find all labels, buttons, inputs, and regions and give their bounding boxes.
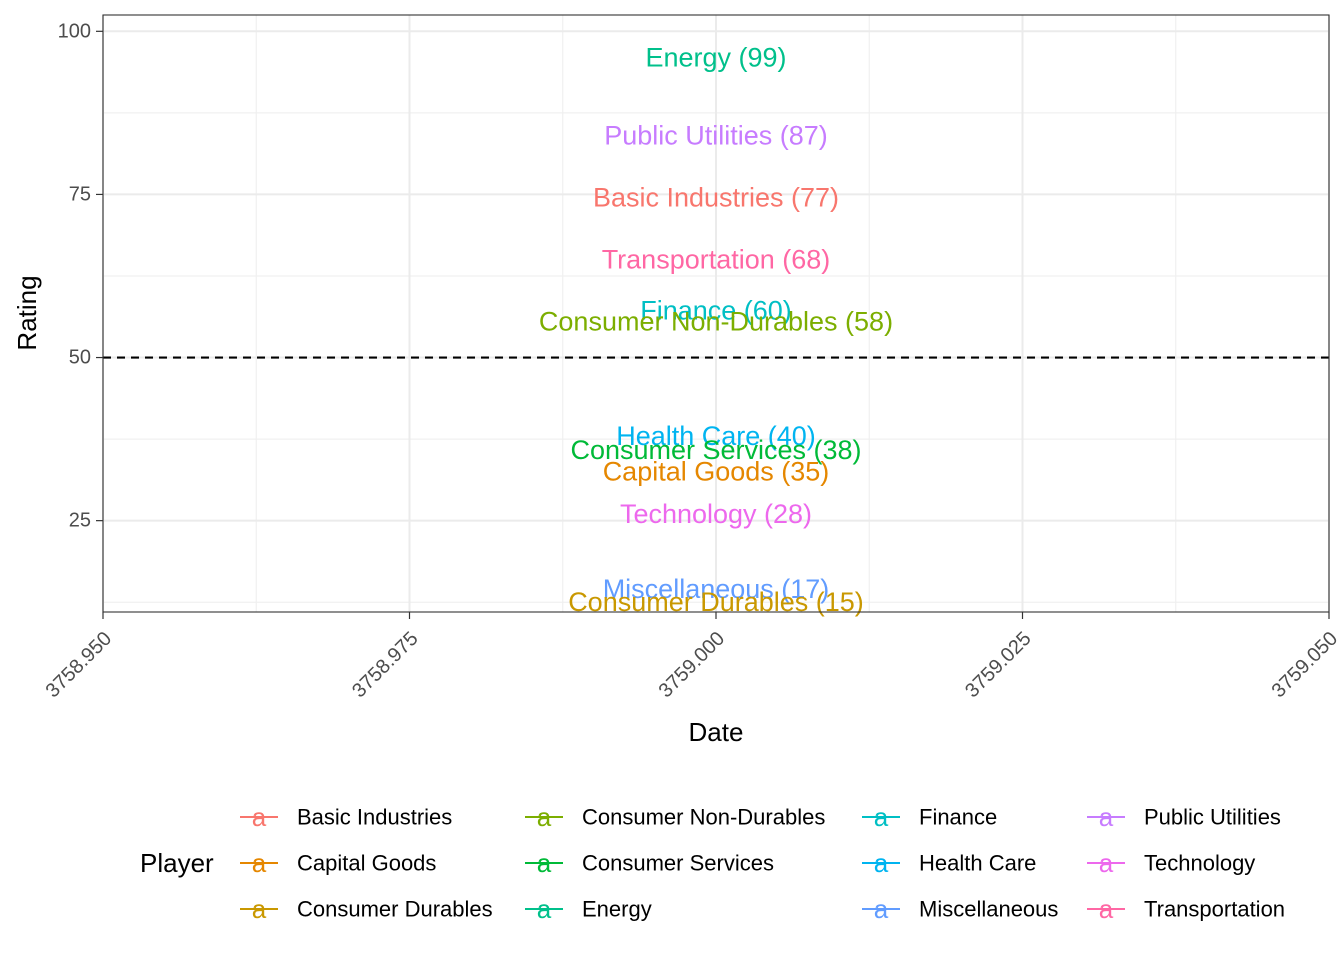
legend-key-glyph: a (1099, 894, 1114, 924)
data-label: Transportation (68) (602, 245, 831, 275)
x-tick-label: 3759.000 (655, 628, 730, 703)
data-label: Public Utilities (87) (604, 121, 828, 151)
data-label: Health Care (40) (616, 421, 816, 451)
data-label: Miscellaneous (17) (603, 574, 830, 604)
legend-key-glyph: a (252, 848, 267, 878)
legend-key-glyph: a (537, 894, 552, 924)
y-tick-label: 75 (69, 183, 91, 205)
data-labels: Energy (99) Public Utilities (87) Basic In… (539, 42, 893, 617)
legend-label: Transportation (1144, 897, 1285, 922)
legend-item: a Capital Goods (240, 848, 436, 878)
legend-item: a Miscellaneous (862, 894, 1058, 924)
legend-label: Technology (1144, 851, 1255, 876)
y-tick-label: 50 (69, 347, 91, 369)
legend-key-glyph: a (874, 848, 889, 878)
legend-item: a Transportation (1087, 894, 1285, 924)
legend-label: Capital Goods (297, 851, 436, 876)
x-tick-label: 3758.975 (348, 628, 423, 703)
legend-label: Health Care (919, 851, 1036, 876)
x-tick-label: 3759.025 (961, 628, 1036, 703)
legend-item: a Consumer Durables (240, 894, 493, 924)
data-label: Finance (60) (640, 296, 792, 326)
x-axis-title: Date (689, 717, 744, 747)
legend-key-glyph: a (537, 848, 552, 878)
y-axis-title: Rating (12, 275, 42, 350)
legend-label: Miscellaneous (919, 897, 1058, 922)
legend-label: Finance (919, 805, 997, 830)
legend-label: Consumer Services (582, 851, 774, 876)
legend-key-glyph: a (874, 894, 889, 924)
legend-item: a Basic Industries (240, 802, 452, 832)
legend-item: a Technology (1087, 848, 1255, 878)
legend-key-glyph: a (1099, 802, 1114, 832)
legend-label: Public Utilities (1144, 805, 1281, 830)
legend-title: Player (140, 848, 214, 878)
legend-label: Energy (582, 897, 652, 922)
x-tick-label: 3758.950 (42, 628, 117, 703)
data-label: Consumer Services (38) (570, 435, 861, 465)
data-label: Consumer Non-Durables (58) (539, 307, 893, 337)
legend-key-glyph: a (252, 894, 267, 924)
y-tick-label: 25 (69, 510, 91, 532)
y-tick-label: 100 (58, 20, 91, 42)
legend-key-glyph: a (537, 802, 552, 832)
legend-item: a Public Utilities (1087, 802, 1281, 832)
legend-item: a Consumer Services (525, 848, 774, 878)
x-axis: 3758.950 3758.975 3759.000 3759.025 3759.050 (42, 612, 1343, 703)
y-axis: 25 50 75 100 (58, 20, 103, 532)
legend-item: a Health Care (862, 848, 1036, 878)
data-label: Energy (99) (645, 42, 786, 72)
x-tick-label: 3759.050 (1268, 628, 1343, 703)
legend-item: a Finance (862, 802, 997, 832)
data-label: Technology (28) (620, 499, 812, 529)
data-label: Capital Goods (35) (603, 457, 830, 487)
legend: Player a Basic Industries a Capital Goods a C… (140, 802, 1285, 924)
legend-key-glyph: a (1099, 848, 1114, 878)
legend-label: Basic Industries (297, 805, 452, 830)
legend-label: Consumer Non-Durables (582, 805, 825, 830)
data-label: Basic Industries (77) (593, 183, 839, 213)
legend-item: a Consumer Non-Durables (525, 802, 825, 832)
legend-item: a Energy (525, 894, 652, 924)
legend-label: Consumer Durables (297, 897, 493, 922)
legend-key-glyph: a (874, 802, 889, 832)
legend-key-glyph: a (252, 802, 267, 832)
